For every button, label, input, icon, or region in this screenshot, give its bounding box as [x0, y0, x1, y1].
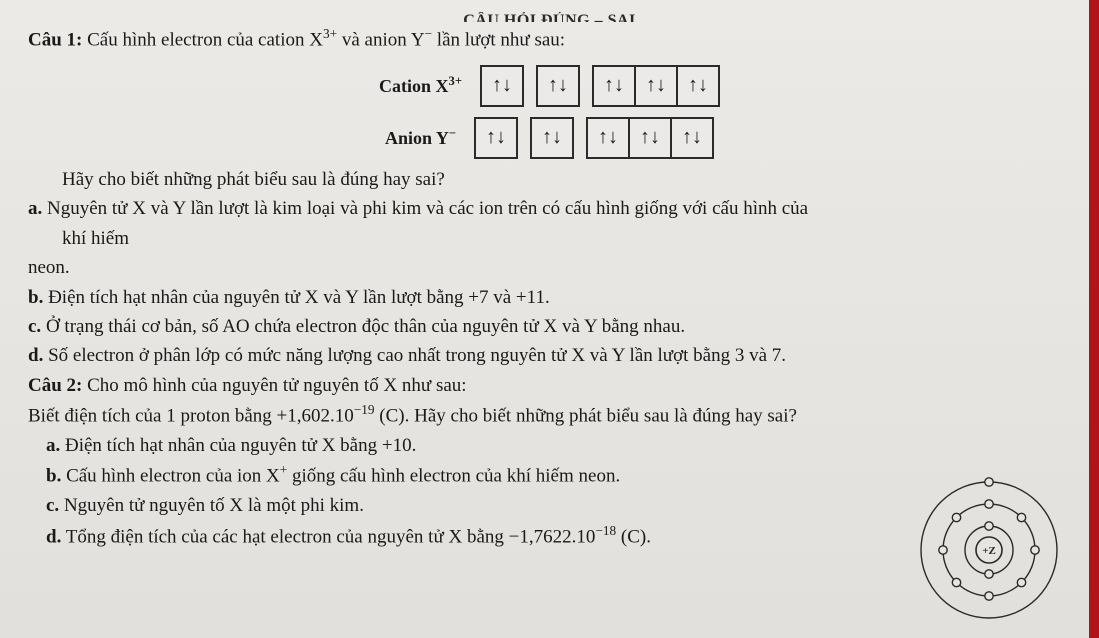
orbital-box: ↑↓: [676, 65, 720, 107]
q2-d-before: Tổng điện tích của các hạt electron của …: [66, 526, 596, 547]
cation-orbitals-row: Cation X3+ ↑↓ ↑↓ ↑↓ ↑↓ ↑↓: [28, 65, 1071, 107]
q2-line2-before: Biết điện tích của 1 proton bằng +1,602.…: [28, 406, 354, 427]
q1-a-label: a.: [28, 198, 42, 219]
q2-b-after: giống cấu hình electron của khí hiếm neo…: [287, 466, 620, 487]
q1-d-text: Số electron ở phân lớp có mức năng lượng…: [48, 345, 786, 366]
worksheet-page: CÂU HỎI ĐÚNG – SAI Câu 1: Cấu hình elect…: [0, 0, 1099, 638]
cation-label-text: Cation X: [379, 76, 449, 96]
q1-stem-text-2: và anion Y: [337, 29, 424, 50]
q2-line2-sup: −19: [354, 402, 375, 417]
q2-d-sup: −18: [595, 523, 616, 538]
q2-b-label: b.: [46, 466, 61, 487]
q1-option-d: d. Số electron ở phân lớp có mức năng lư…: [28, 341, 1071, 370]
cation-label: Cation X3+: [379, 74, 462, 97]
orbital-box: ↑↓: [592, 65, 636, 107]
q1-b-label: b.: [28, 287, 43, 308]
cation-label-sup: 3+: [449, 74, 462, 88]
q1-stem-text-3: lần lượt như sau:: [432, 29, 565, 50]
q1-b-text: Điện tích hạt nhân của nguyên tử X và Y …: [48, 287, 550, 308]
q2-b-before: Cấu hình electron của ion X: [66, 466, 280, 487]
orbital-box: ↑↓: [480, 65, 524, 107]
q1-stem: Câu 1: Cấu hình electron của cation X3+ …: [28, 24, 1071, 55]
orbital-box: ↑↓: [586, 117, 630, 159]
q2-line2: Biết điện tích của 1 proton bằng +1,602.…: [28, 400, 1071, 431]
right-red-margin: [1089, 0, 1099, 638]
q2-label: Câu 2:: [28, 375, 82, 396]
q2-a-label: a.: [46, 435, 60, 456]
anion-label-sup: −: [449, 126, 456, 140]
q1-label: Câu 1:: [28, 29, 82, 50]
q1-option-c: c. Ở trạng thái cơ bản, số AO chứa elect…: [28, 312, 1071, 341]
anion-label-text: Anion Y: [385, 128, 449, 148]
q1-option-b: b. Điện tích hạt nhân của nguyên tử X và…: [28, 283, 1071, 312]
q1-c-label: c.: [28, 316, 41, 337]
anion-1s: ↑↓: [474, 117, 518, 159]
cation-2s: ↑↓: [536, 65, 580, 107]
anion-label: Anion Y−: [385, 126, 456, 149]
q1-sup-y: −: [425, 26, 433, 41]
cation-2p: ↑↓ ↑↓ ↑↓: [592, 65, 720, 107]
anion-orbitals-row: Anion Y− ↑↓ ↑↓ ↑↓ ↑↓ ↑↓: [28, 117, 1071, 159]
orbital-box: ↑↓: [536, 65, 580, 107]
cation-1s: ↑↓: [480, 65, 524, 107]
q1-a-text-1: Nguyên tử X và Y lần lượt là kim loại và…: [47, 198, 808, 219]
orbital-box: ↑↓: [530, 117, 574, 159]
q1-ask: Hãy cho biết những phát biểu sau là đúng…: [62, 165, 1071, 194]
q2-option-a: a. Điện tích hạt nhân của nguyên tử X bằ…: [46, 431, 1071, 460]
q1-d-label: d.: [28, 345, 43, 366]
q2-c-label: c.: [46, 495, 59, 516]
q2-stem: Câu 2: Cho mô hình của nguyên tử nguyên …: [28, 371, 1071, 400]
q2-d-after: (C).: [616, 526, 651, 547]
orbital-box: ↑↓: [634, 65, 678, 107]
q1-a-text-2: khí hiếm: [62, 224, 1071, 253]
q2-d-label: d.: [46, 526, 61, 547]
q1-a-text-3: neon.: [28, 253, 1071, 282]
q2-c-text: Nguyên tử nguyên tố X là một phi kim.: [64, 495, 364, 516]
q2-stem-text: Cho mô hình của nguyên tử nguyên tố X nh…: [87, 375, 466, 396]
q1-option-a: a. Nguyên tử X và Y lần lượt là kim loại…: [28, 194, 1071, 223]
q2-line2-after: (C). Hãy cho biết những phát biểu sau là…: [375, 406, 797, 427]
q1-stem-text-1: Cấu hình electron của cation X: [87, 29, 323, 50]
anion-2p: ↑↓ ↑↓ ↑↓: [586, 117, 714, 159]
svg-text:+Z: +Z: [982, 545, 996, 557]
orbital-box: ↑↓: [670, 117, 714, 159]
q1-sup-x: 3+: [323, 26, 337, 41]
orbital-box: ↑↓: [474, 117, 518, 159]
atom-diagram: +Z: [909, 470, 1069, 630]
anion-2s: ↑↓: [530, 117, 574, 159]
q2-a-text: Điện tích hạt nhân của nguyên tử X bằng …: [65, 435, 416, 456]
q1-c-text: Ở trạng thái cơ bản, số AO chứa electron…: [46, 316, 685, 337]
cutoff-header: CÂU HỎI ĐÚNG – SAI: [28, 12, 1071, 22]
orbital-box: ↑↓: [628, 117, 672, 159]
